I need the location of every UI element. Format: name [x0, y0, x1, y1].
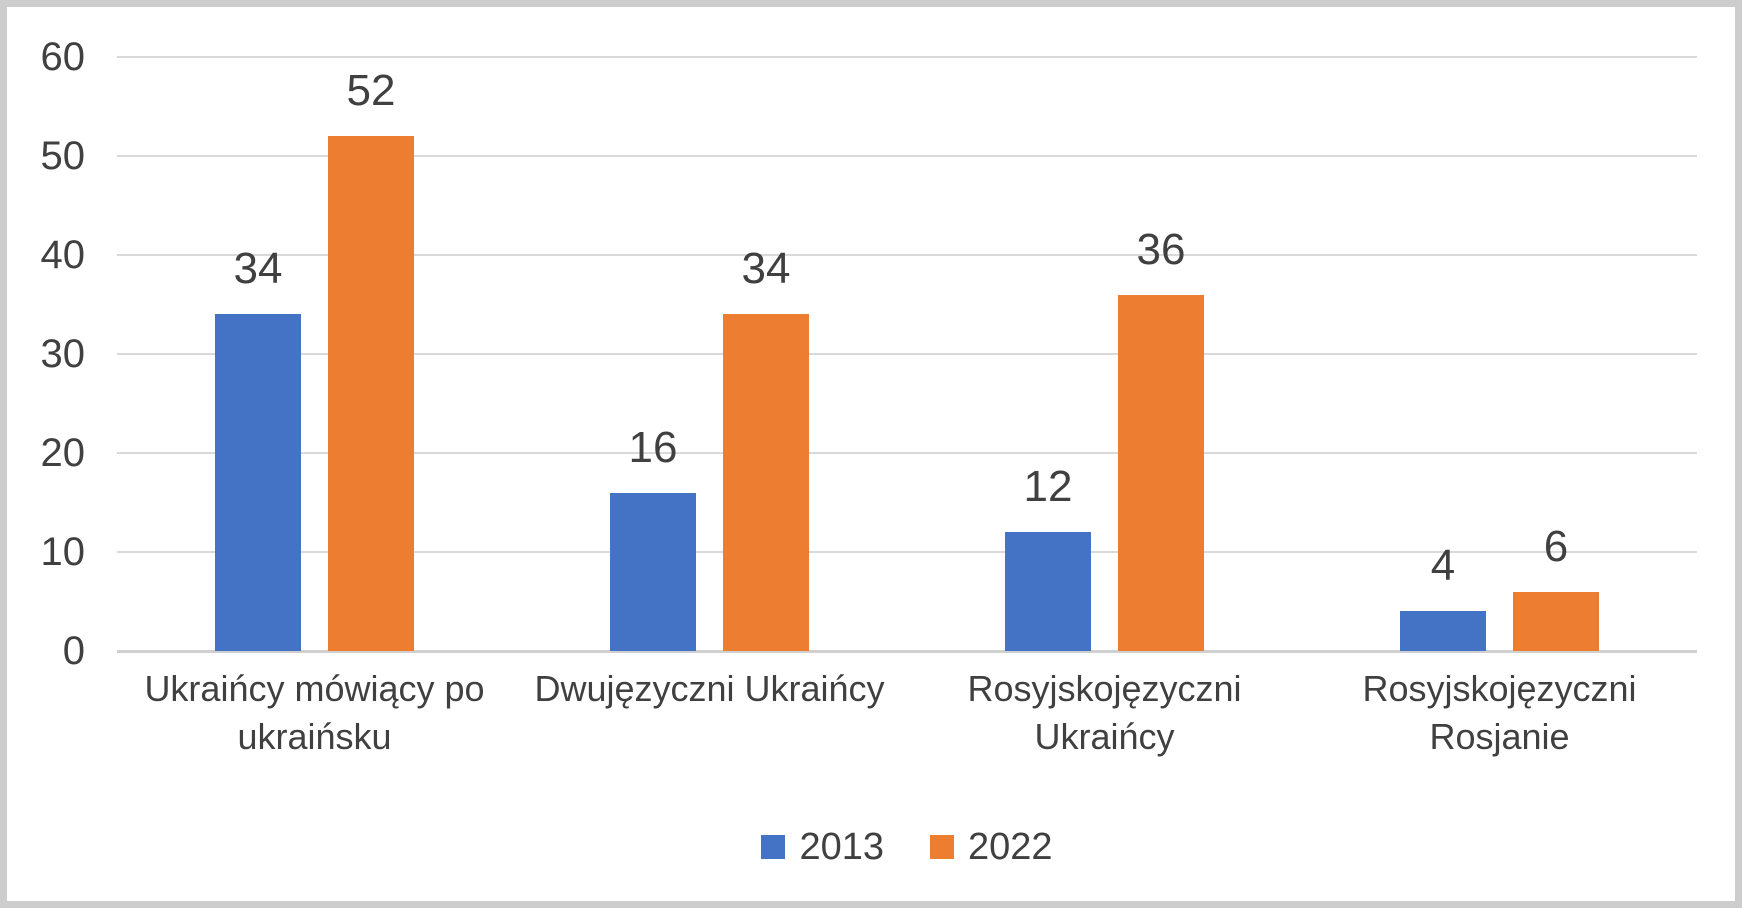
- data-label-2022-category-4: 6: [1543, 521, 1569, 571]
- bar-2013-category-1: [215, 314, 301, 651]
- x-axis-category-label-4: Rosyjskojęzyczni Rosjanie: [1362, 668, 1637, 757]
- data-label-2022-category-1: 52: [346, 66, 396, 116]
- y-axis-tick-20: 20: [40, 431, 86, 475]
- x-axis-category-label-1: Ukraińcy mówiący po ukraińsku: [144, 668, 485, 757]
- legend-item-2022: 2022: [930, 825, 1053, 869]
- legend-swatch-2022-icon: [930, 835, 954, 859]
- gridline-50: [117, 155, 1697, 157]
- data-label-2013-category-2: 16: [628, 422, 678, 472]
- gridline-40: [117, 254, 1697, 256]
- data-label-2013-category-4: 4: [1430, 541, 1456, 591]
- x-axis-line: [117, 650, 1697, 653]
- bar-2022-category-2: [723, 314, 809, 651]
- y-axis-tick-10: 10: [40, 530, 86, 574]
- x-axis-category-label-3: Rosyjskojęzyczni Ukraińcy: [967, 668, 1242, 757]
- y-axis-tick-40: 40: [40, 233, 86, 277]
- gridline-60: [117, 56, 1697, 58]
- legend-label-2022: 2022: [968, 826, 1053, 868]
- gridline-20: [117, 452, 1697, 454]
- legend-label-2013: 2013: [799, 826, 884, 868]
- data-label-2022-category-3: 36: [1136, 224, 1186, 274]
- data-label-2013-category-1: 34: [233, 244, 283, 294]
- x-axis-category-label-2: Dwujęzyczni Ukraińcy: [534, 668, 885, 709]
- bar-2013-category-2: [610, 492, 696, 651]
- data-label-2013-category-3: 12: [1023, 462, 1073, 512]
- y-axis-tick-50: 50: [40, 134, 86, 178]
- y-axis-tick-30: 30: [40, 332, 86, 376]
- legend-item-2013: 2013: [761, 825, 884, 869]
- bar-2022-category-1: [328, 136, 414, 651]
- bar-2022-category-4: [1513, 591, 1599, 651]
- chart-legend: 2013 2022: [117, 825, 1697, 869]
- gridline-30: [117, 353, 1697, 355]
- bar-2013-category-3: [1005, 532, 1091, 651]
- data-label-2022-category-2: 34: [741, 244, 791, 294]
- gridline-10: [117, 551, 1697, 553]
- bar-2022-category-3: [1118, 294, 1204, 651]
- bar-2013-category-4: [1400, 611, 1486, 651]
- legend-swatch-2013-icon: [761, 835, 786, 859]
- y-axis-tick-60: 60: [40, 35, 86, 79]
- y-axis-tick-0: 0: [62, 629, 85, 673]
